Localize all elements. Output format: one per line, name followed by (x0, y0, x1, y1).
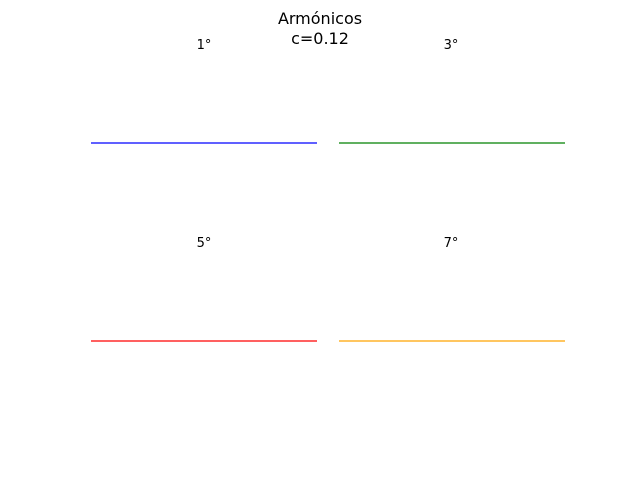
subplot-3: 5° (91, 236, 317, 342)
subplot-1-title: 1° (197, 38, 212, 53)
subplot-4: 7° (339, 236, 565, 342)
subplot-3-title: 5° (197, 236, 212, 251)
figure-title-line1: Armónicos (278, 9, 362, 28)
subplot-4-title: 7° (444, 236, 459, 251)
subplot-1: 1° (91, 38, 317, 144)
subplot-2: 3° (339, 38, 565, 144)
figure-title-line2: c=0.12 (291, 29, 349, 48)
subplot-2-title: 3° (444, 38, 459, 53)
